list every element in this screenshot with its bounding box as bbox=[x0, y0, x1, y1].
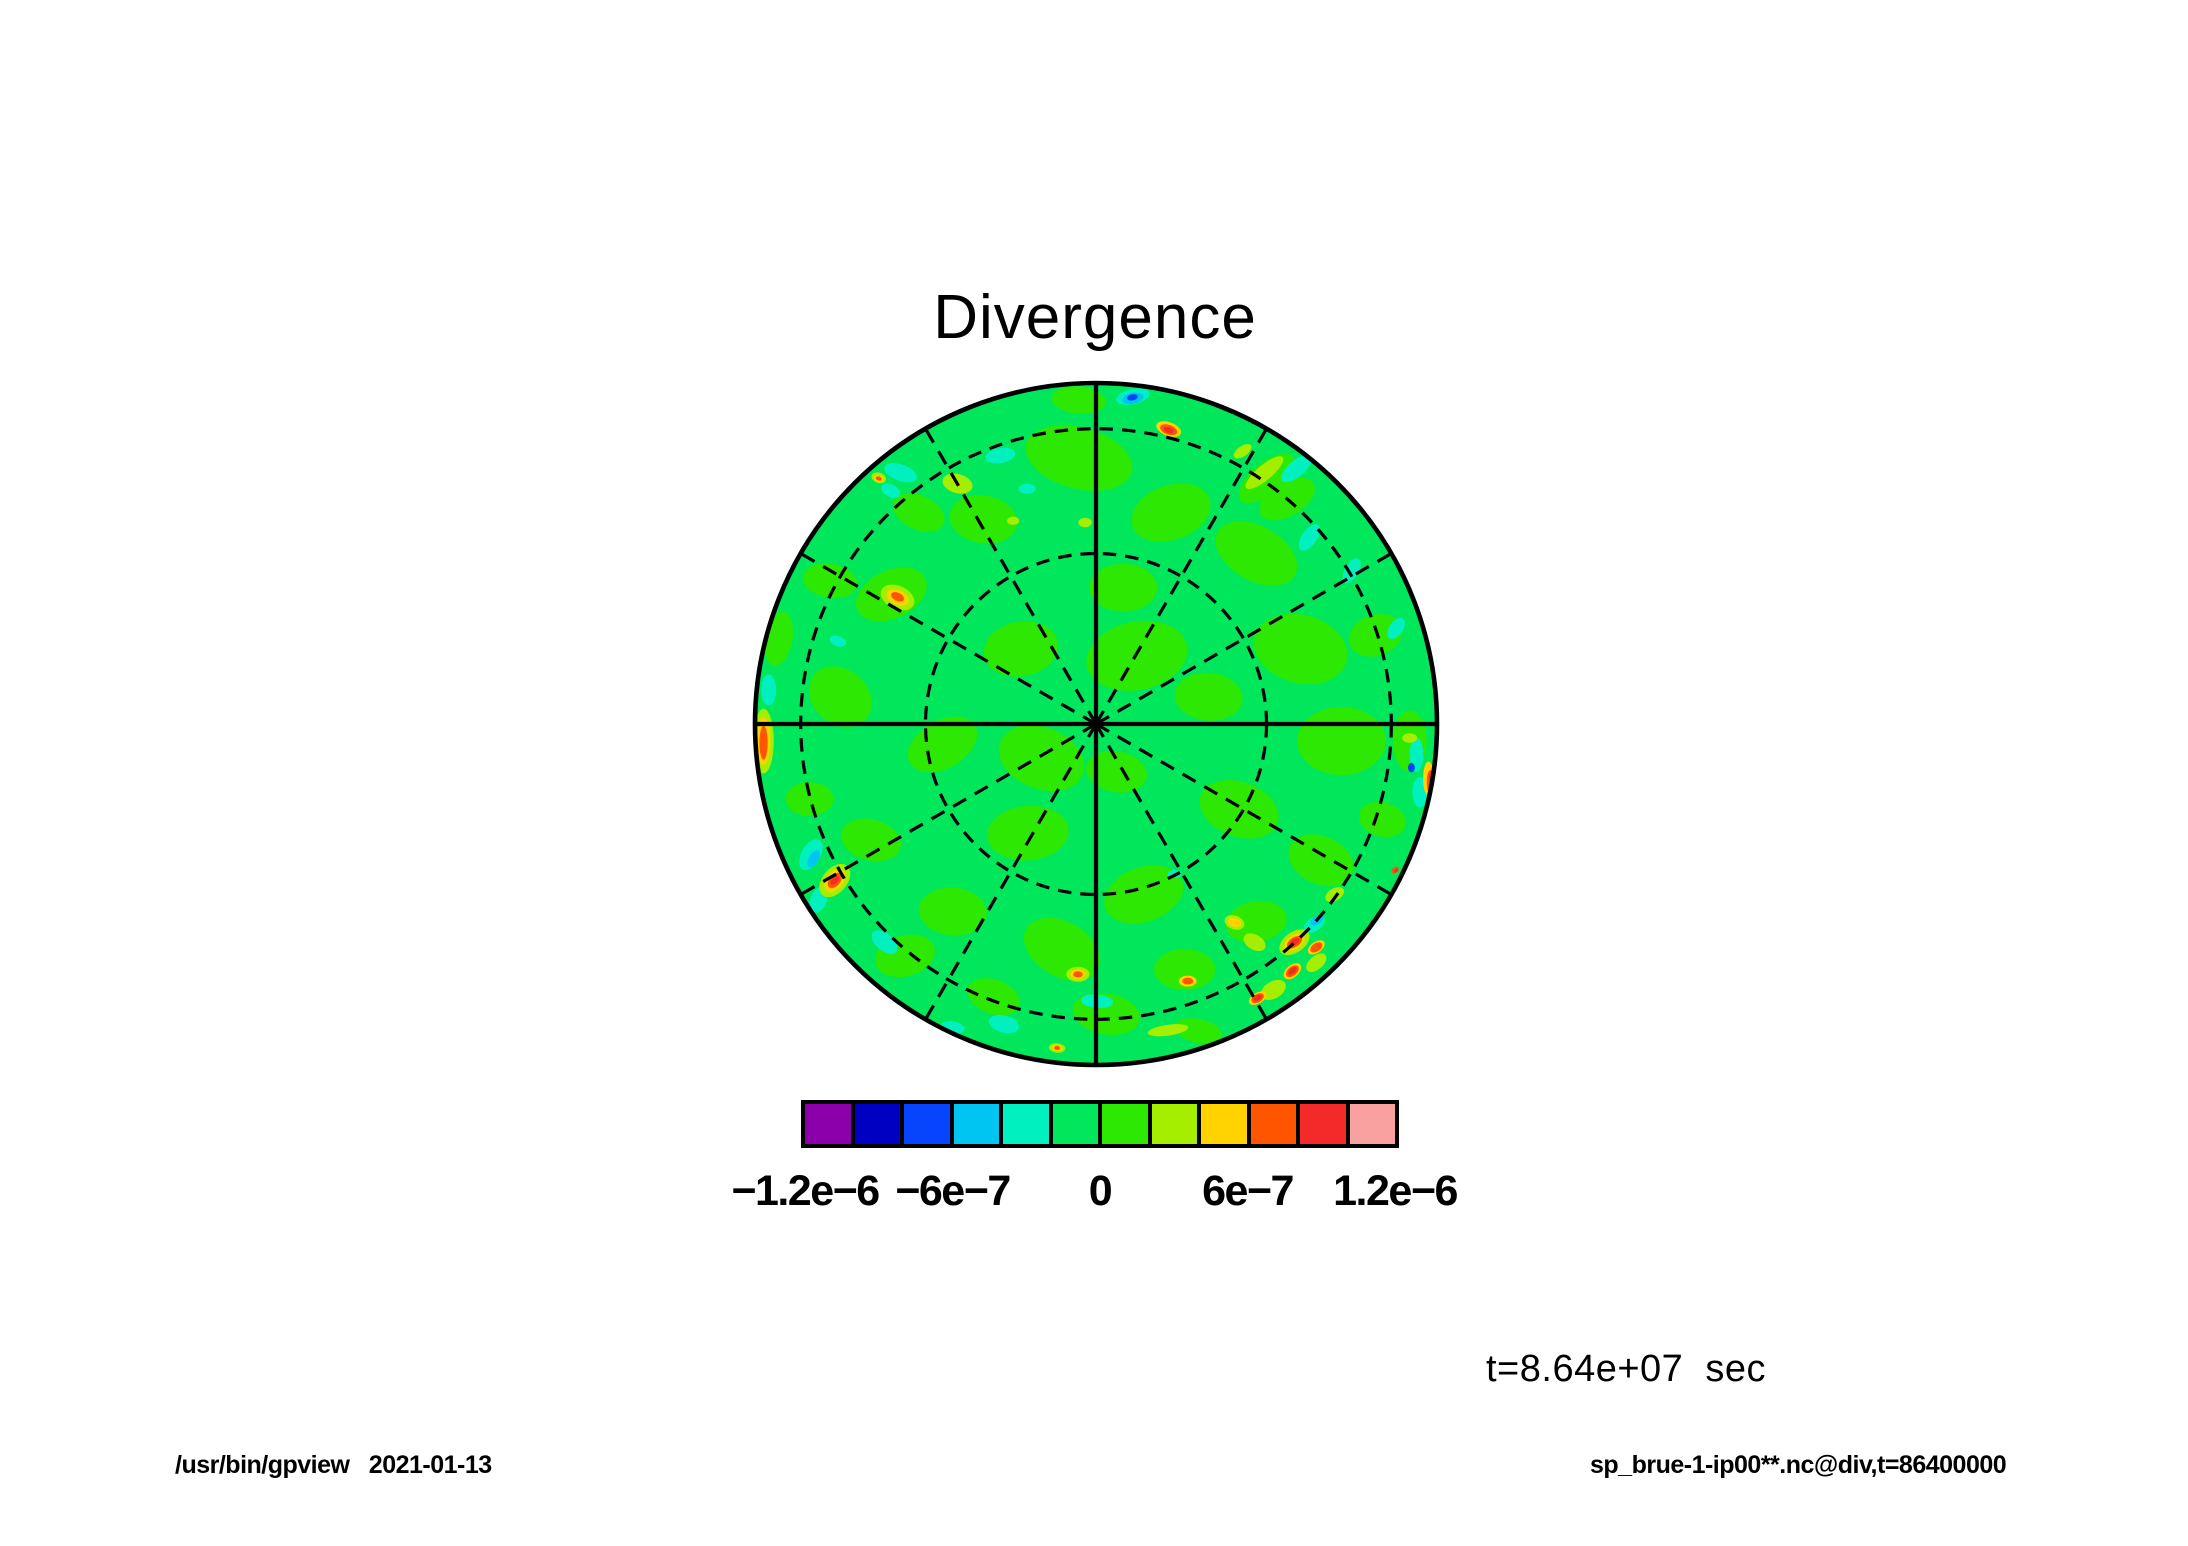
colorbar-cell-8 bbox=[1201, 1104, 1247, 1144]
colorbar bbox=[801, 1100, 1399, 1148]
colorbar-cell-10 bbox=[1300, 1104, 1346, 1144]
colorbar-cell-6 bbox=[1102, 1104, 1148, 1144]
colorbar-tick-label: −6e−7 bbox=[895, 1167, 1011, 1215]
chart-title: Divergence bbox=[933, 283, 1257, 352]
colorbar-tick-label: 1.2e−6 bbox=[1333, 1167, 1458, 1215]
colorbar-cell-2 bbox=[904, 1104, 950, 1144]
colorbar-tick-label: −1.2e−6 bbox=[731, 1167, 880, 1215]
colorbar-cell-11 bbox=[1349, 1104, 1395, 1144]
footer-command-stamp: /usr/bin/gpview 2021-01-13 bbox=[175, 1451, 492, 1479]
map-grid bbox=[752, 380, 1440, 1068]
colorbar-cell-0 bbox=[805, 1104, 851, 1144]
colorbar-cell-7 bbox=[1151, 1104, 1197, 1144]
time-annotation: t=8.64e+07 sec bbox=[1486, 1348, 1767, 1390]
colorbar-cell-1 bbox=[854, 1104, 900, 1144]
colorbar-cell-3 bbox=[953, 1104, 999, 1144]
colorbar-tick-label: 0 bbox=[1088, 1167, 1113, 1215]
colorbar-tick-label: 6e−7 bbox=[1202, 1167, 1294, 1215]
colorbar-cell-5 bbox=[1052, 1104, 1098, 1144]
colorbar-cell-4 bbox=[1003, 1104, 1049, 1144]
colorbar-cell-9 bbox=[1250, 1104, 1296, 1144]
footer-file-stamp: sp_brue-1-ip00**.nc@div,t=86400000 bbox=[1590, 1451, 2007, 1479]
